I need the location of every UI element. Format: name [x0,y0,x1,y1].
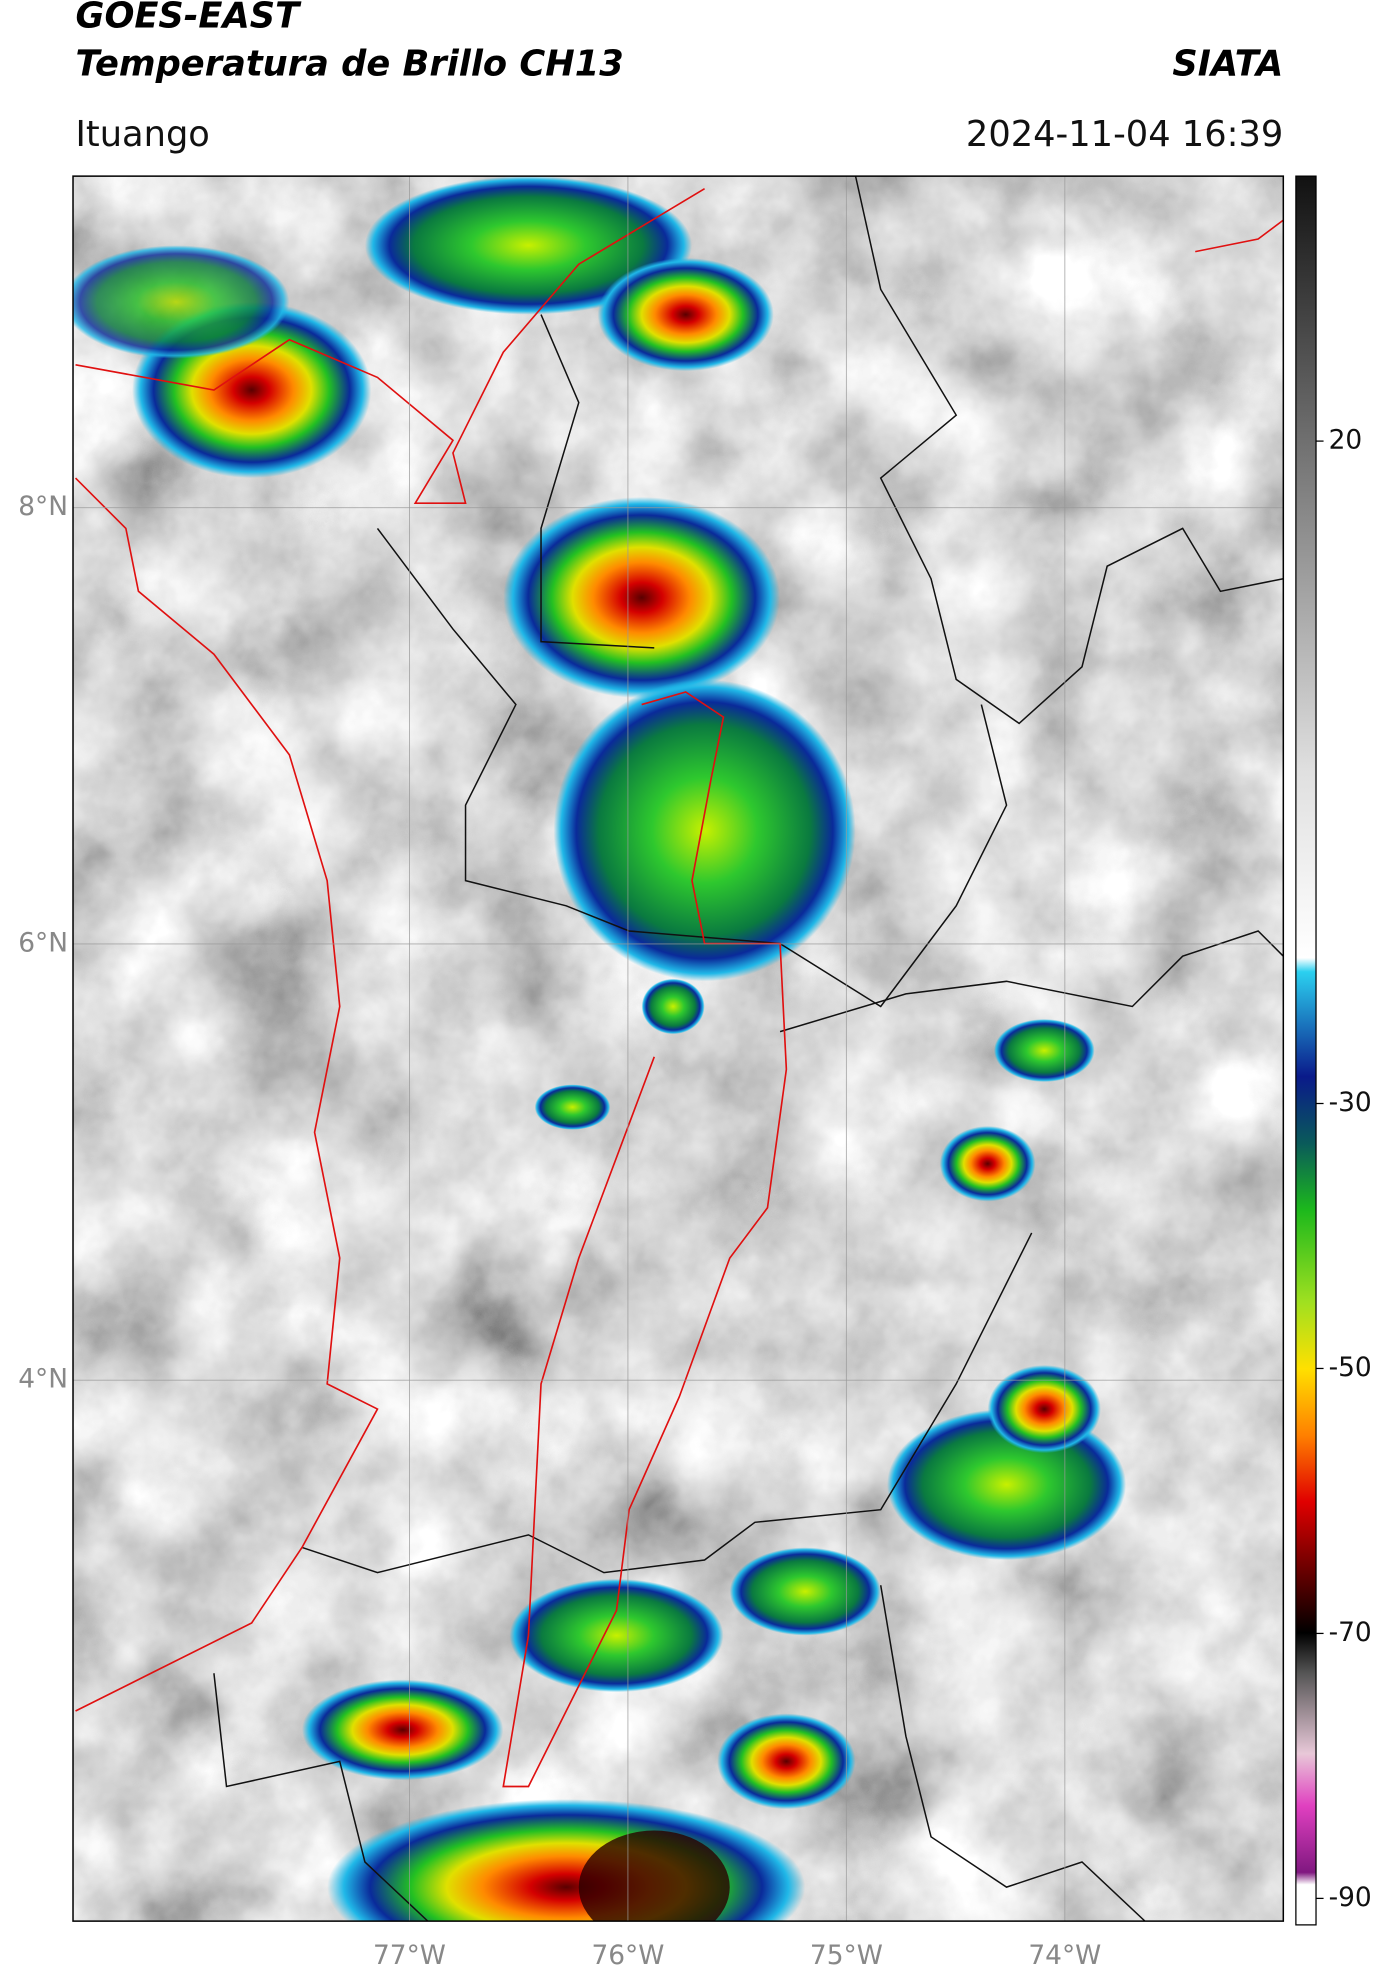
location: Ituango [76,114,210,155]
lon-tick-label: 74°W [1028,1940,1101,1971]
satellite-image [73,176,1284,1922]
lat-tick-label: 4°N [18,1364,68,1395]
colorbar-tick-label: -50 [1329,1352,1372,1383]
lon-tick-label: 75°W [810,1940,883,1971]
colorbar-tick-label: -90 [1329,1882,1372,1913]
colorbar-tick-label: 20 [1329,425,1363,456]
subtitle: Temperatura de Brillo CH13 [76,43,624,84]
colorbar-tick-label: -70 [1329,1617,1372,1648]
lon-tick-label: 76°W [591,1940,664,1971]
colorbar [1295,175,1317,1926]
map-frame [72,175,1285,1922]
agency: SIATA [1172,43,1283,84]
lat-tick-label: 8°N [18,491,68,522]
timestamp: 2024-11-04 16:39 [966,114,1283,155]
colorbar-tick-label: -30 [1329,1087,1372,1118]
graticule [73,176,1284,1922]
lat-tick-label: 6°N [18,927,68,958]
title: GOES-EAST [76,0,303,37]
lon-tick-label: 77°W [373,1940,446,1971]
